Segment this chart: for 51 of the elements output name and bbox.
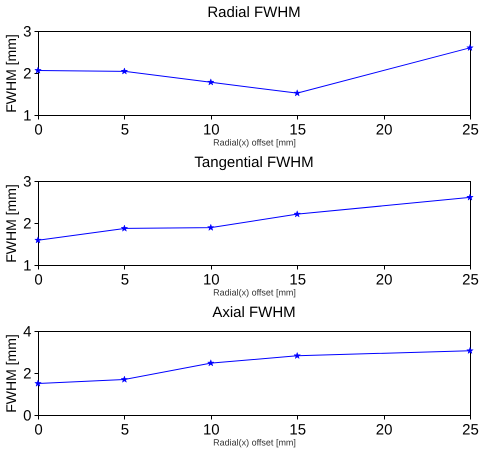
point xyxy=(34,236,42,244)
x-tick-label: 25 xyxy=(462,272,479,288)
y-tick-label: 3 xyxy=(23,24,32,40)
point xyxy=(466,44,474,51)
y-axis-title: FWHM [mm] xyxy=(3,34,20,113)
x-tick-label: 0 xyxy=(34,122,43,138)
x-tick-label: 15 xyxy=(289,422,306,438)
x-tick-label: 0 xyxy=(34,272,43,288)
x-tick-label: 20 xyxy=(376,122,392,138)
y-tick-label: 3 xyxy=(23,174,32,190)
y-tick-label: 1 xyxy=(23,258,32,274)
y-tick-label: 1 xyxy=(23,108,32,124)
point xyxy=(207,224,214,231)
point xyxy=(466,194,474,200)
point xyxy=(120,68,128,74)
point xyxy=(294,90,301,96)
y-tick-label: 2 xyxy=(23,216,32,232)
point xyxy=(207,78,214,86)
y-tick-label: 2 xyxy=(23,366,32,382)
point xyxy=(120,376,128,382)
x-tick-label: 25 xyxy=(462,422,479,438)
x-tick-label: 20 xyxy=(376,422,392,438)
point xyxy=(34,380,42,386)
point xyxy=(294,352,301,359)
x-tick-label: 5 xyxy=(120,272,130,288)
point xyxy=(294,210,301,218)
x-tick-label: 5 xyxy=(120,422,130,438)
point xyxy=(120,224,128,232)
x-tick-label: 25 xyxy=(462,122,479,138)
point xyxy=(34,66,42,74)
x-axis-title: Radial(x) offset [mm] xyxy=(213,288,296,298)
point xyxy=(466,347,474,354)
y-tick-label: 2 xyxy=(23,66,32,82)
y-tick-label: 4 xyxy=(23,324,32,340)
y-axis-title: FWHM [mm] xyxy=(3,184,20,263)
chart-title: Axial FWHM xyxy=(212,304,296,321)
chart-title: Radial FWHM xyxy=(207,4,301,21)
x-tick-label: 10 xyxy=(202,272,220,288)
point xyxy=(207,360,214,366)
x-axis-title: Radial(x) offset [mm] xyxy=(213,138,296,148)
x-axis-title: Radial(x) offset [mm] xyxy=(213,438,296,448)
x-tick-label: 10 xyxy=(202,122,220,138)
chart-title: Tangential FWHM xyxy=(194,154,314,171)
x-tick-label: 15 xyxy=(289,272,306,288)
x-tick-label: 20 xyxy=(376,272,392,288)
y-axis-title: FWHM [mm] xyxy=(3,334,20,413)
x-tick-label: 15 xyxy=(289,122,306,138)
x-tick-label: 0 xyxy=(34,422,43,438)
x-tick-label: 10 xyxy=(202,422,220,438)
y-tick-label: 0 xyxy=(23,408,32,424)
x-tick-label: 5 xyxy=(120,122,130,138)
